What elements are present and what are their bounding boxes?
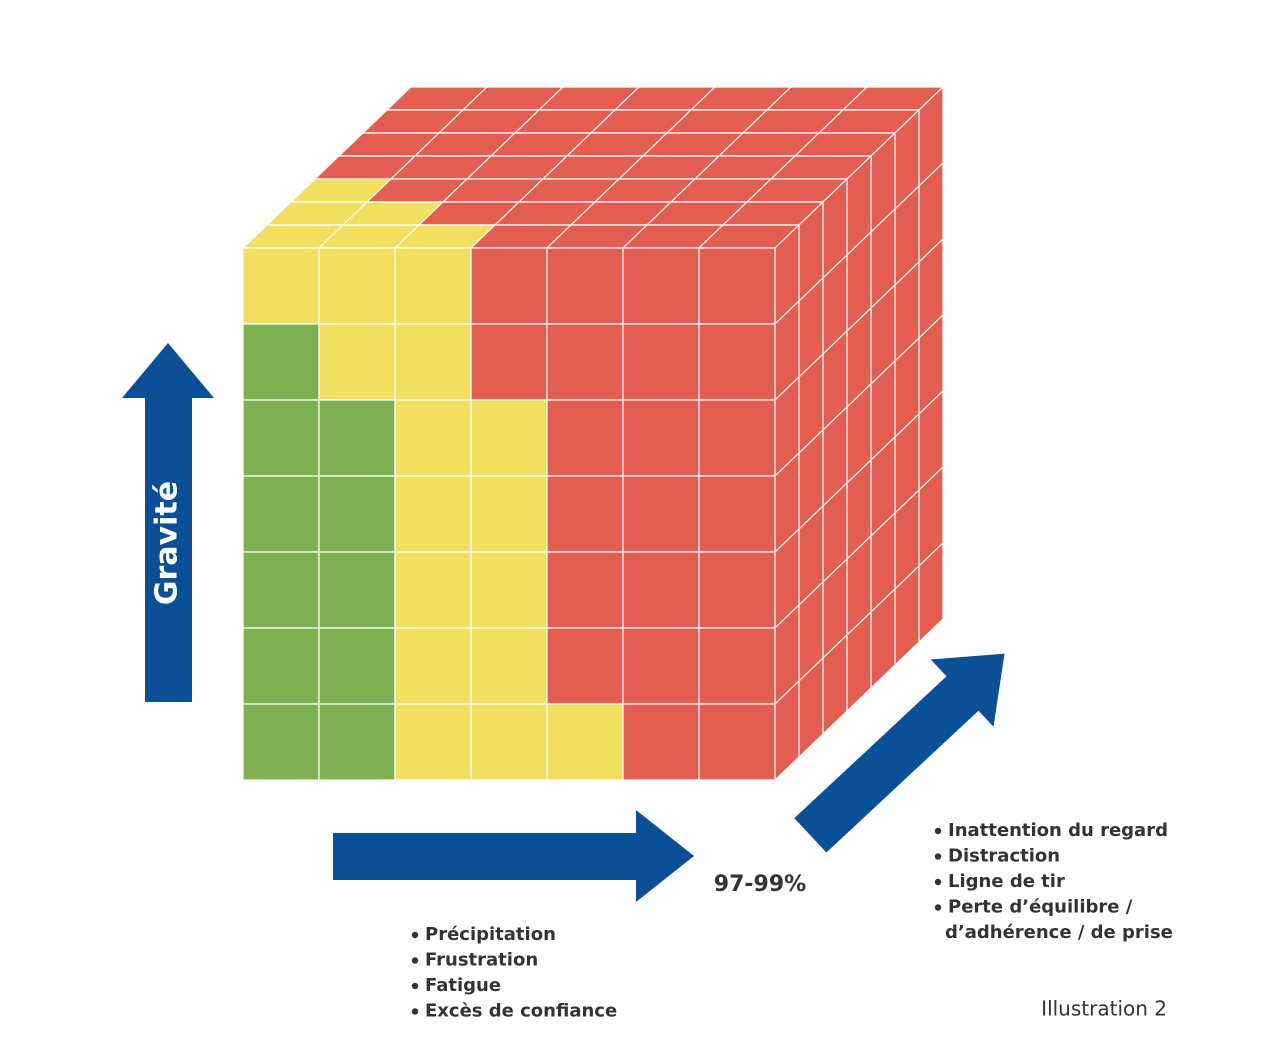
list-item: Ligne de tir <box>948 871 1065 892</box>
front-cell <box>698 475 776 553</box>
front-cell <box>470 399 548 477</box>
front-cell <box>394 551 472 629</box>
risk-cube <box>241 85 945 782</box>
front-cell <box>622 627 700 705</box>
vertical-arrow <box>122 343 214 702</box>
front-cell <box>394 399 472 477</box>
front-cell <box>470 323 548 401</box>
caption: Illustration 2 <box>1041 997 1167 1021</box>
front-cell <box>698 703 776 781</box>
list-item: Distraction <box>948 846 1060 867</box>
front-cell <box>698 399 776 477</box>
front-cell <box>622 399 700 477</box>
front-cell <box>470 247 548 325</box>
bullet <box>411 1008 419 1015</box>
front-cell <box>546 703 624 781</box>
front-cell <box>394 627 472 705</box>
lists: Précipitation Frustration Fatigue Excès de … <box>411 820 1173 1022</box>
bullet <box>934 827 942 835</box>
front-cell <box>242 399 320 477</box>
front-cell <box>242 475 320 553</box>
front-cell <box>546 627 624 705</box>
front-cell <box>470 475 548 553</box>
front-cell <box>242 703 320 781</box>
depth-arrow <box>794 653 1005 853</box>
bullet <box>934 904 942 911</box>
front-cell <box>546 551 624 629</box>
front-cell <box>546 399 624 477</box>
front-cell <box>546 323 624 401</box>
list-item: Précipitation <box>425 924 556 945</box>
front-cell <box>698 323 776 401</box>
list-item: Excès de confiance <box>425 1001 617 1022</box>
front-cell <box>470 703 548 781</box>
front-cell <box>546 475 624 553</box>
front-cell <box>698 627 776 705</box>
bullet <box>934 878 942 886</box>
front-cell <box>318 703 396 781</box>
horizontal-axis-label: 97-99% <box>714 872 806 897</box>
front-cell <box>318 247 396 325</box>
front-cell <box>242 323 320 401</box>
front-cell <box>698 551 776 629</box>
front-cell <box>318 627 396 705</box>
front-cell <box>318 399 396 477</box>
front-cell <box>622 475 700 553</box>
list-item: Frustration <box>425 950 538 971</box>
front-cell <box>242 551 320 629</box>
front-cell <box>318 323 396 401</box>
front-cell <box>394 247 472 325</box>
front-cell <box>394 475 472 553</box>
bullet <box>934 853 942 860</box>
list-item: d’adhérence / de prise <box>945 922 1173 943</box>
front-cell <box>242 247 320 325</box>
bullet <box>411 957 419 964</box>
front-cell <box>622 703 700 781</box>
front-cell <box>546 247 624 325</box>
front-cell <box>318 475 396 553</box>
front-cell <box>622 247 700 325</box>
front-cell <box>470 627 548 705</box>
bullet <box>411 931 419 939</box>
list-item: Perte d’équilibre / <box>948 897 1133 918</box>
horizontal-arrow <box>333 810 694 902</box>
bullet <box>411 982 419 990</box>
front-cell <box>470 551 548 629</box>
front-cell <box>394 323 472 401</box>
list-item: Fatigue <box>425 975 501 996</box>
vertical-axis-label: Gravité <box>150 481 185 605</box>
front-cell <box>698 247 776 325</box>
front-cell <box>622 551 700 629</box>
front-cell <box>242 627 320 705</box>
front-cell <box>318 551 396 629</box>
front-cell <box>622 323 700 401</box>
front-cell <box>394 703 472 781</box>
list-item: Inattention du regard <box>948 820 1168 841</box>
